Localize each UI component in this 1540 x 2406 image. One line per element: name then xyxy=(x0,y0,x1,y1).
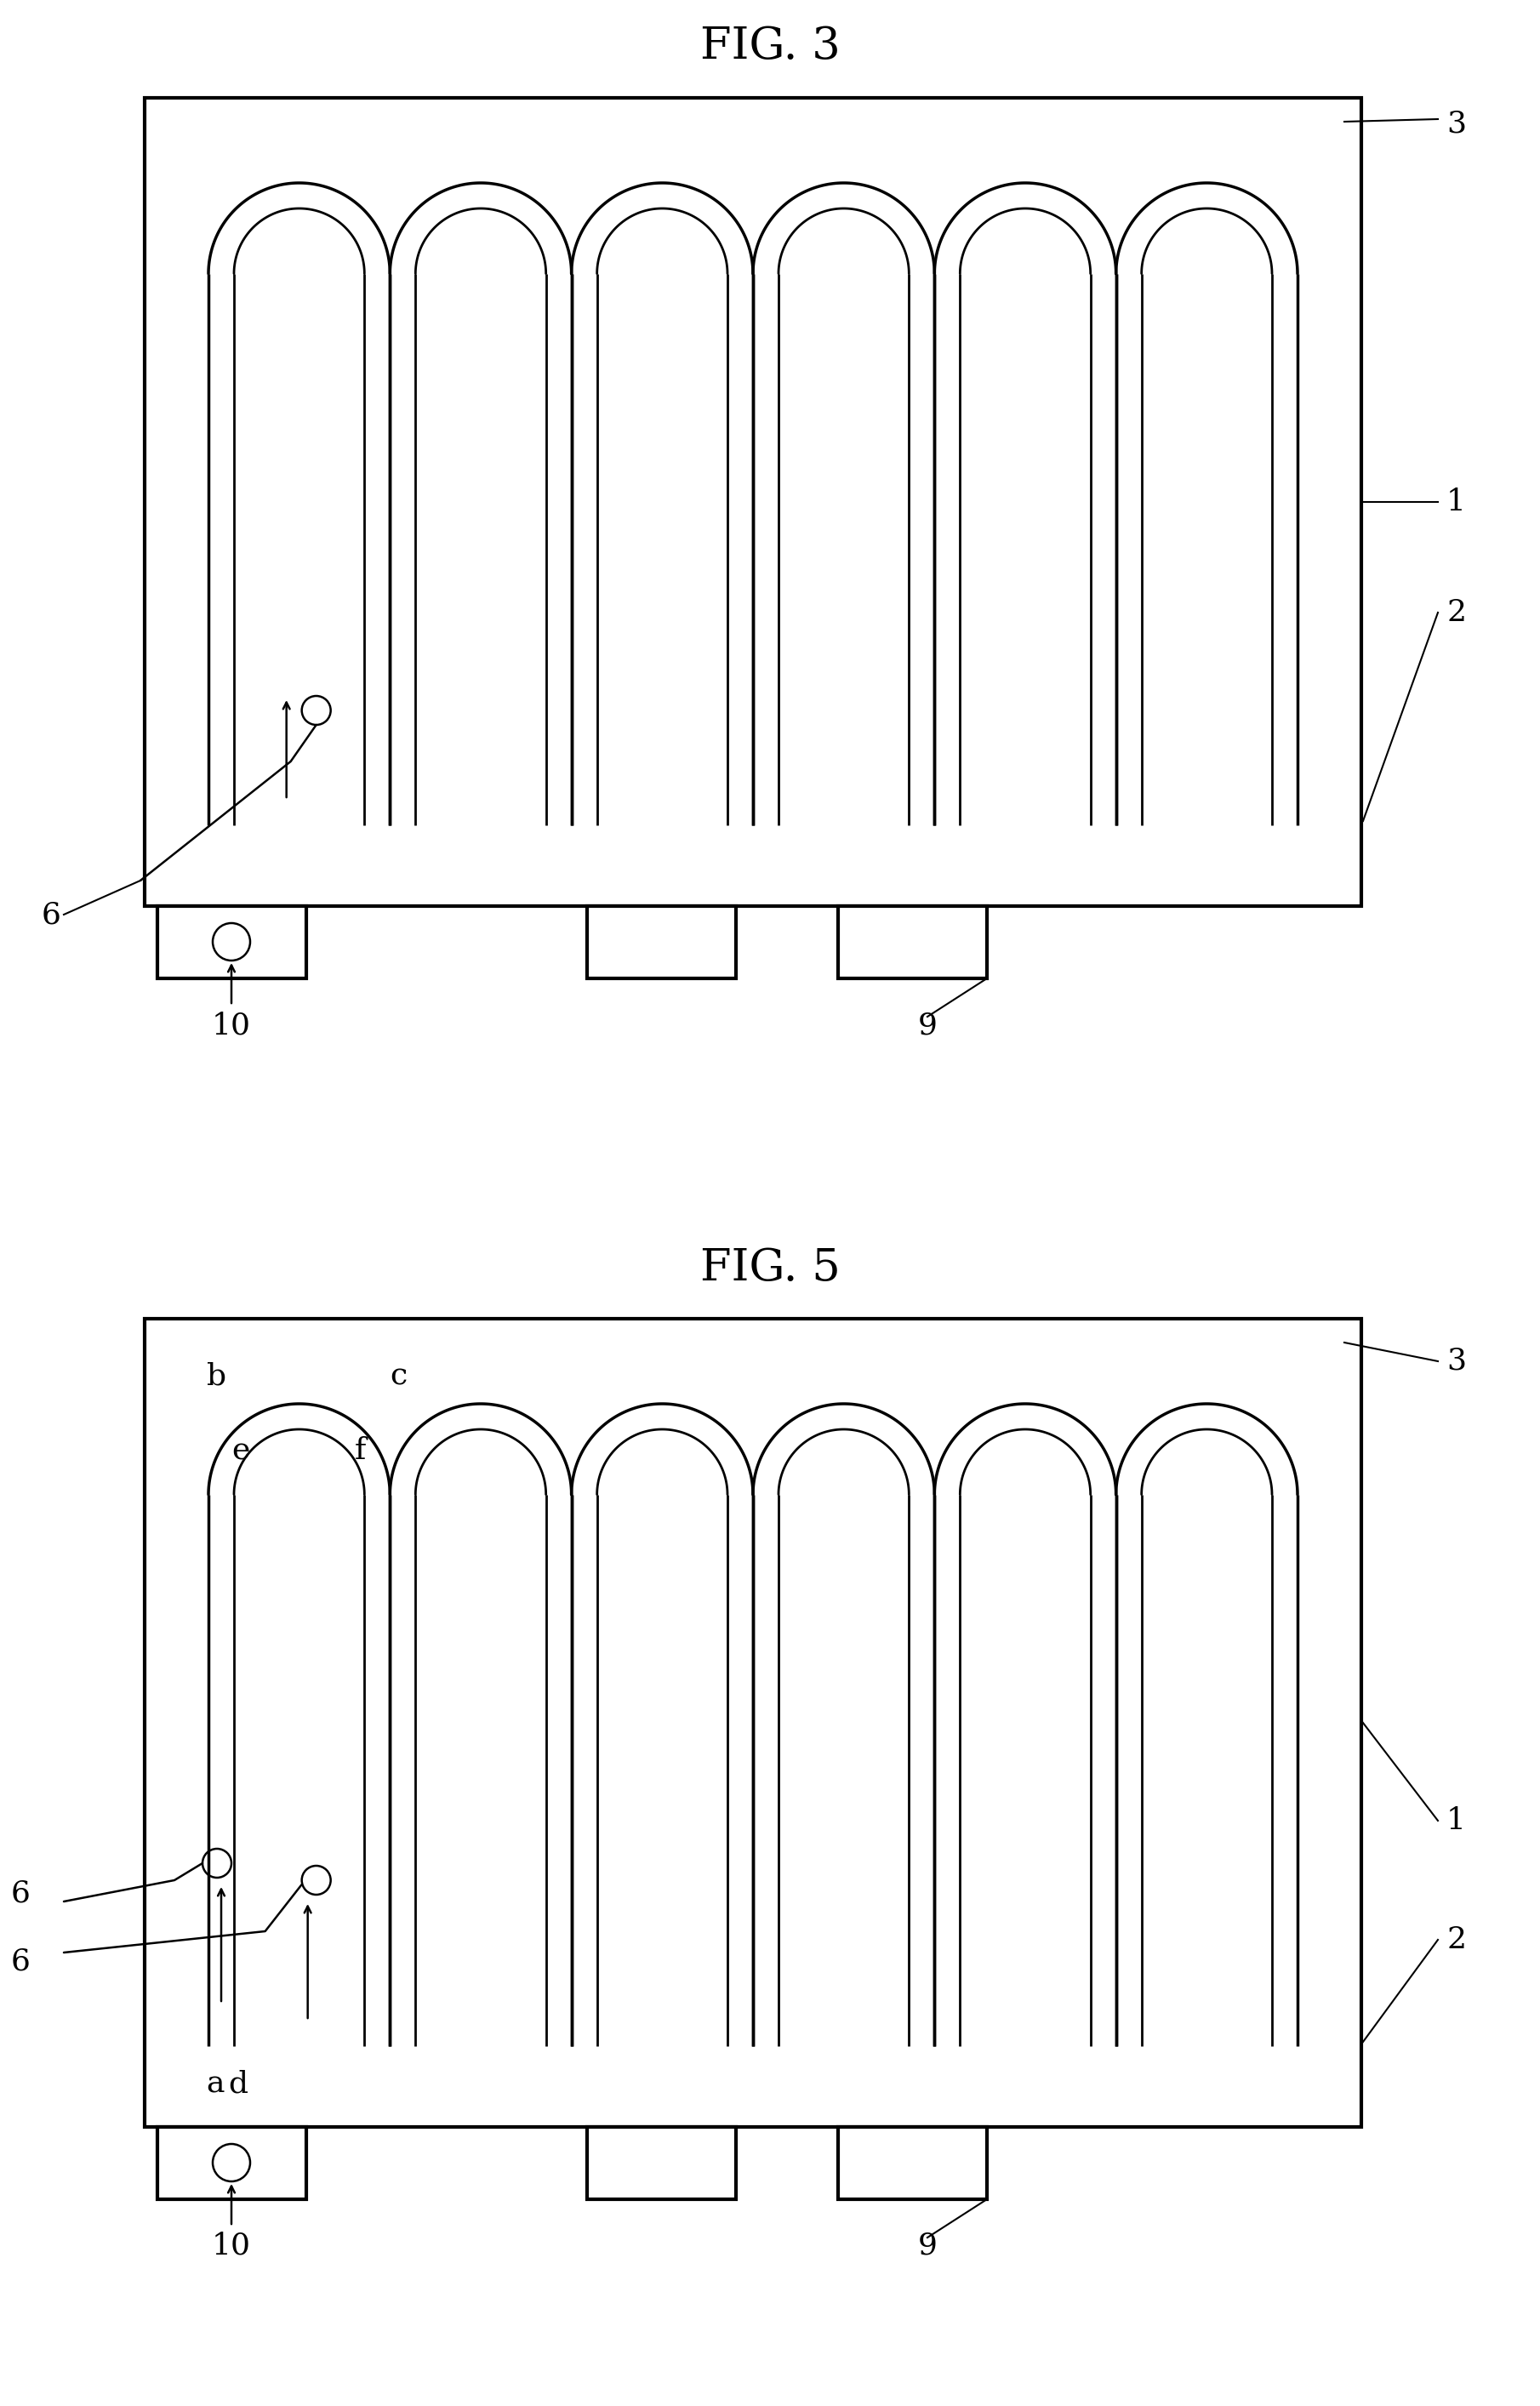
Text: FIG. 5: FIG. 5 xyxy=(699,1246,841,1290)
Text: e: e xyxy=(231,1436,249,1465)
Bar xyxy=(145,1318,1361,2127)
Bar xyxy=(145,99,1361,907)
Text: f: f xyxy=(354,1436,367,1465)
Bar xyxy=(157,2127,306,2199)
Text: 3: 3 xyxy=(1446,1347,1466,1376)
Bar xyxy=(157,907,306,979)
Text: b: b xyxy=(206,1362,226,1391)
Text: FIG. 3: FIG. 3 xyxy=(699,24,841,67)
Bar xyxy=(838,2127,987,2199)
Text: 10: 10 xyxy=(213,1011,251,1039)
Text: 9: 9 xyxy=(918,2233,938,2262)
Text: a: a xyxy=(206,2069,225,2098)
Text: 6: 6 xyxy=(11,1946,29,1975)
Text: 9: 9 xyxy=(918,1011,938,1039)
Text: 2: 2 xyxy=(1446,1925,1466,1954)
Text: 3: 3 xyxy=(1446,108,1466,137)
Text: 10: 10 xyxy=(213,2233,251,2262)
Text: 6: 6 xyxy=(42,900,60,929)
Text: 2: 2 xyxy=(1446,599,1466,628)
Bar xyxy=(587,2127,736,2199)
Text: 6: 6 xyxy=(11,1879,29,1908)
Text: 1: 1 xyxy=(1446,1807,1466,1836)
Text: d: d xyxy=(228,2069,248,2098)
Text: c: c xyxy=(390,1362,407,1391)
Text: 1: 1 xyxy=(1446,488,1466,517)
Bar xyxy=(587,907,736,979)
Bar xyxy=(838,907,987,979)
